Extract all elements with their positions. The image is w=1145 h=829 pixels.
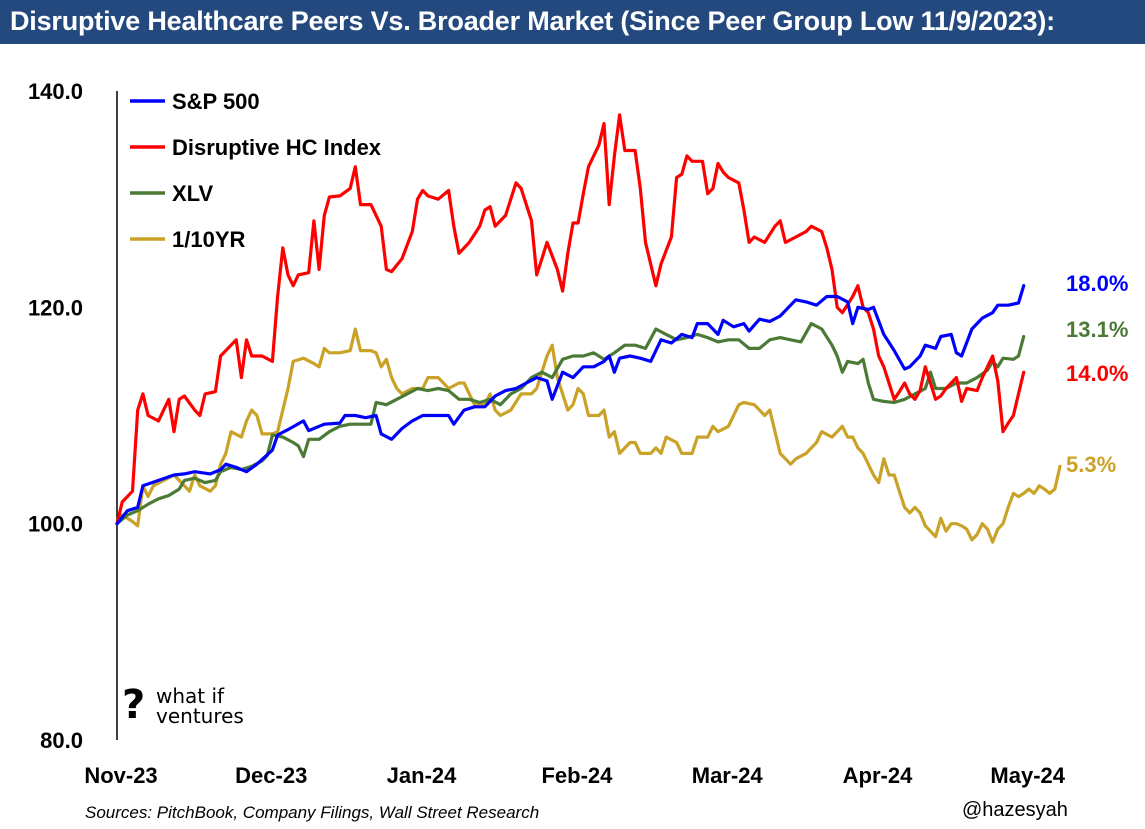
question-mark-icon: ?	[122, 682, 146, 728]
x-tick-label: May-24	[990, 763, 1065, 788]
x-tick-label: Dec-23	[235, 763, 307, 788]
x-tick-label: Jan-24	[387, 763, 457, 788]
x-tick-label: Feb-24	[541, 763, 613, 788]
x-tick-label: Mar-24	[692, 763, 764, 788]
x-tick-label: Apr-24	[843, 763, 913, 788]
series-line-disruptive-hc-index	[115, 113, 1026, 526]
y-tick-label: 120.0	[28, 295, 83, 320]
y-tick-label: 140.0	[28, 79, 83, 104]
series-line-xlv	[115, 322, 1026, 526]
x-tick-label: Nov-23	[84, 763, 157, 788]
chart-title: Disruptive Healthcare Peers Vs. Broader …	[10, 6, 1055, 36]
brand-line-2: ventures	[156, 704, 244, 728]
end-value-label: 13.1%	[1066, 317, 1128, 342]
series-line-1-10yr	[115, 327, 1062, 544]
end-value-label: 18.0%	[1066, 271, 1128, 296]
legend-label: XLV	[172, 181, 213, 206]
brand-logo: ? what if ventures	[122, 682, 262, 730]
brand-text: what if ventures	[156, 686, 244, 726]
legend-label: Disruptive HC Index	[172, 135, 382, 160]
legend-label: S&P 500	[172, 89, 260, 114]
source-note: Sources: PitchBook, Company Filings, Wal…	[85, 803, 540, 822]
title-bar	[0, 0, 1145, 44]
y-tick-label: 80.0	[40, 728, 83, 753]
brand-line-1: what if	[156, 684, 225, 708]
author-handle: @hazesyah	[962, 799, 1068, 821]
legend-label: 1/10YR	[172, 227, 245, 252]
series-line-s-p-500	[115, 284, 1026, 526]
end-value-label: 14.0%	[1066, 361, 1128, 386]
y-tick-label: 100.0	[28, 512, 83, 537]
end-value-label: 5.3%	[1066, 452, 1116, 477]
